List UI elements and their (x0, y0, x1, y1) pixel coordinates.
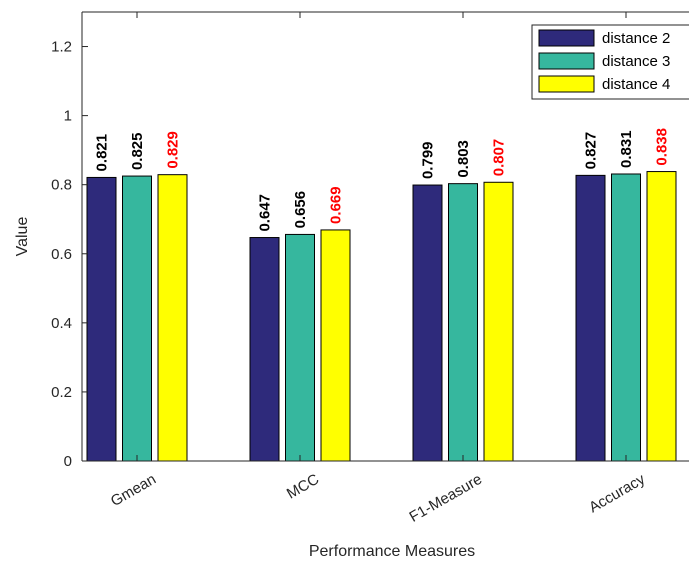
data-label: 0.829 (165, 131, 182, 169)
bar-f1-measure-series-3 (483, 181, 514, 462)
x-tick-label: MCC (284, 471, 322, 503)
bar-f1-measure-series-2 (448, 183, 478, 462)
y-tick-label: 1.2 (51, 39, 72, 56)
data-label: 0.827 (583, 132, 600, 170)
data-label: 0.831 (618, 130, 635, 168)
x-tick-label: Gmean (108, 471, 159, 510)
bars-group (86, 171, 677, 462)
legend: distance 2 distance 3 distance 4 (531, 24, 689, 100)
data-label: 0.799 (420, 141, 437, 179)
legend-entry-label: distance 2 (602, 30, 670, 47)
data-label: 0.807 (491, 139, 508, 177)
legend-entry-label: distance 4 (602, 76, 670, 93)
axes-group (81, 11, 689, 462)
data-label: 0.825 (129, 133, 146, 171)
data-label: 0.647 (257, 194, 274, 232)
legend-entry-label: distance 3 (602, 53, 670, 70)
y-tick-label: 1 (64, 108, 72, 125)
bar-gmean-series-3 (157, 174, 188, 462)
value-labels-group: 0.821 0.825 0.829 0.647 0.656 0.669 0.799 0.803… (94, 128, 671, 232)
bar-mcc-series-2 (285, 233, 315, 462)
y-tick-label: 0.6 (51, 246, 72, 263)
y-tick-label: 0 (64, 453, 72, 470)
legend-swatch (538, 52, 595, 70)
x-axis-label: Performance Measures (309, 543, 475, 560)
data-label: 0.803 (455, 140, 472, 178)
bar-gmean-series-2 (122, 175, 152, 462)
data-label: 0.821 (94, 134, 111, 172)
legend-swatch (538, 75, 595, 93)
y-tick-label: 0.2 (51, 384, 72, 401)
bar-mcc-series-1 (249, 237, 280, 462)
bar-f1-measure-series-1 (412, 184, 443, 462)
legend-swatch (538, 29, 595, 47)
bar-accuracy-series-3 (646, 171, 677, 462)
y-axis-label: Value (14, 217, 31, 257)
bar-accuracy-series-1 (575, 174, 606, 462)
bar-gmean-series-1 (86, 176, 117, 462)
data-label: 0.656 (292, 191, 309, 229)
y-tick-label: 0.4 (51, 315, 72, 332)
bar-mcc-series-3 (320, 229, 351, 462)
data-label: 0.838 (654, 128, 671, 166)
x-tick-label: F1-Measure (406, 471, 485, 526)
bar-accuracy-series-2 (611, 173, 641, 462)
y-tick-label: 0.8 (51, 177, 72, 194)
data-label: 0.669 (328, 186, 345, 224)
x-tick-label: Accuracy (586, 470, 648, 516)
